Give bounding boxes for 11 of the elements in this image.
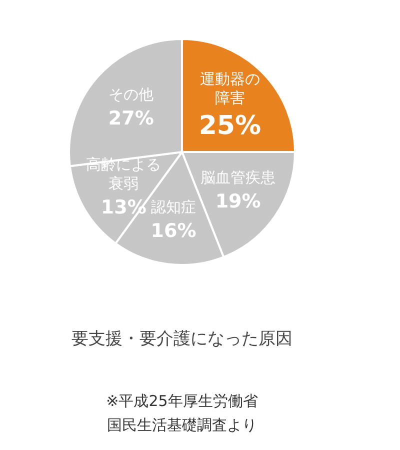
slice-label: 認知症 [151, 198, 196, 216]
text: 要支援・要介護になった原因 [72, 329, 292, 349]
slice-label: 運動器の障害 [200, 70, 260, 108]
text: ※平成25年厚生労働省国民生活基礎調査より [106, 392, 258, 434]
data-label: 25% [198, 111, 262, 142]
data-label: 16% [150, 220, 196, 242]
slice-label: その他 [108, 86, 154, 104]
data-label: 27% [108, 108, 154, 130]
data-label: 19% [215, 190, 261, 213]
slice-label: 脳血管疾患 [200, 168, 276, 187]
data-label: 13% [100, 196, 146, 219]
